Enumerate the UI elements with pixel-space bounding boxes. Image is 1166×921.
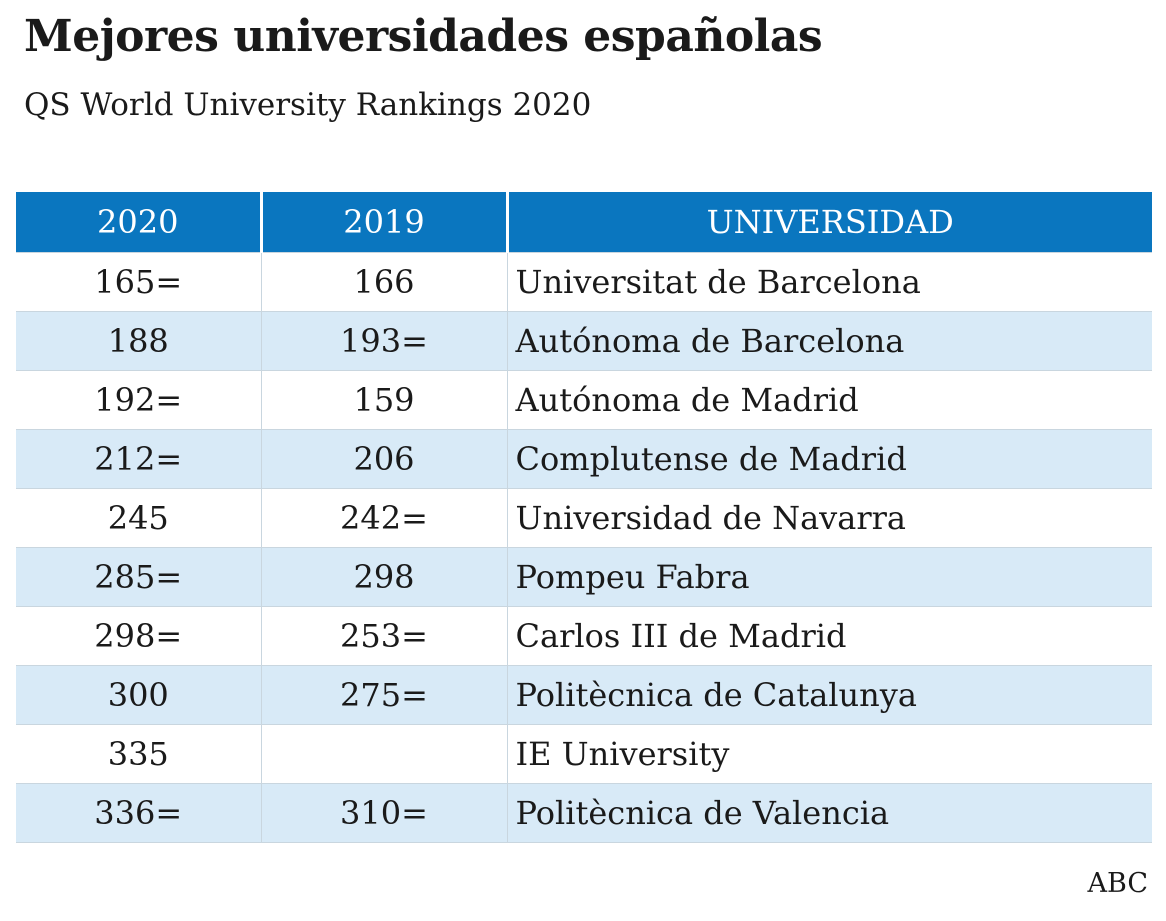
table-header: 2020 2019 UNIVERSIDAD [16,192,1152,253]
university-name-cell: IE University [506,724,1152,784]
header-row: 2020 2019 UNIVERSIDAD [16,192,1152,253]
table-row: 300 275= Politècnica de Catalunya [16,665,1152,725]
column-header-universidad: UNIVERSIDAD [505,192,1152,253]
table-row: 192= 159 Autónoma de Madrid [16,370,1152,430]
university-name-cell: Politècnica de Valencia [506,783,1152,843]
rank-2020-cell: 245 [16,488,261,548]
rank-2019-cell: 275= [260,665,507,725]
rank-2020-cell: 212= [16,429,261,489]
rank-2020-cell: 285= [16,547,261,607]
table-row: 245 242= Universidad de Navarra [16,488,1152,548]
column-header-2020: 2020 [16,192,261,253]
rank-2020-cell: 192= [16,370,261,430]
rank-2019-cell: 298 [260,547,507,607]
university-name-cell: Universidad de Navarra [506,488,1152,548]
ranking-table: 2020 2019 UNIVERSIDAD 165= 166 Universit… [16,192,1152,843]
table-row: 188 193= Autónoma de Barcelona [16,311,1152,371]
page-title: Mejores universidades españolas [24,11,823,62]
rank-2019-cell [260,724,507,784]
university-name-cell: Politècnica de Catalunya [506,665,1152,725]
rank-2019-cell: 166 [260,252,507,312]
rank-2019-cell: 253= [260,606,507,666]
rank-2019-cell: 159 [260,370,507,430]
table-row: 298= 253= Carlos III de Madrid [16,606,1152,666]
university-name-cell: Pompeu Fabra [506,547,1152,607]
university-name-cell: Universitat de Barcelona [506,252,1152,312]
university-name-cell: Complutense de Madrid [506,429,1152,489]
table-body: 165= 166 Universitat de Barcelona 188 19… [16,252,1152,843]
rank-2020-cell: 165= [16,252,261,312]
source-credit: ABC [1087,868,1149,899]
rank-2020-cell: 335 [16,724,261,784]
rank-2019-cell: 242= [260,488,507,548]
page-subtitle: QS World University Rankings 2020 [24,87,592,123]
rank-2020-cell: 336= [16,783,261,843]
university-name-cell: Autónoma de Barcelona [506,311,1152,371]
rank-2019-cell: 310= [260,783,507,843]
table-row: 336= 310= Politècnica de Valencia [16,783,1152,843]
table-row: 285= 298 Pompeu Fabra [16,547,1152,607]
rank-2020-cell: 300 [16,665,261,725]
rank-2019-cell: 193= [260,311,507,371]
table-row: 335 IE University [16,724,1152,784]
table-row: 165= 166 Universitat de Barcelona [16,252,1152,312]
rank-2020-cell: 188 [16,311,261,371]
table-row: 212= 206 Complutense de Madrid [16,429,1152,489]
rank-2020-cell: 298= [16,606,261,666]
university-name-cell: Autónoma de Madrid [506,370,1152,430]
university-name-cell: Carlos III de Madrid [506,606,1152,666]
rank-2019-cell: 206 [260,429,507,489]
column-header-2019: 2019 [259,192,507,253]
